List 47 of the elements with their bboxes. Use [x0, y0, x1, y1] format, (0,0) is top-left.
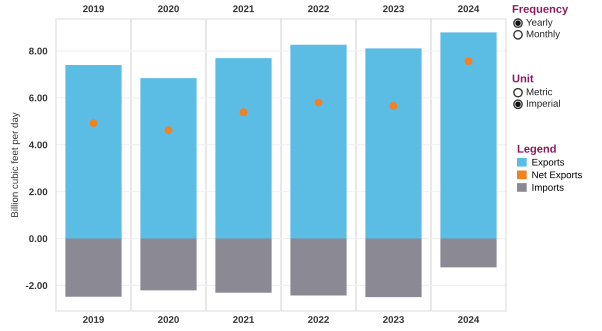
x-tick-label: 2023 — [383, 316, 404, 324]
category-label: 2019 — [83, 5, 104, 12]
bar — [440, 32, 497, 239]
category-label: 2021 — [233, 5, 254, 12]
bar — [140, 78, 197, 239]
point — [90, 119, 98, 128]
legend-title: Legend — [518, 144, 556, 155]
legend-label: Exports — [532, 158, 564, 168]
y-tick-label: 4.00 — [28, 141, 48, 148]
y-tick-label: -2.00 — [26, 282, 48, 290]
legend-label: Imports — [532, 184, 564, 193]
x-tick-label: 2024 — [458, 316, 480, 323]
point — [464, 57, 472, 66]
category-label: 2024 — [458, 5, 480, 12]
y-tick-label: 2.00 — [29, 188, 48, 196]
x-tick-label: 2019 — [83, 316, 104, 323]
text: Imperial — [526, 100, 560, 109]
x-tick-label: 2020 — [158, 316, 179, 323]
text: Monthly — [526, 30, 560, 40]
category-label: 2022 — [308, 5, 329, 12]
category-label: 2020 — [158, 5, 179, 12]
bar — [140, 238, 197, 290]
bar — [290, 238, 347, 296]
text: Metric — [526, 88, 552, 96]
legend-label: Net Exports — [532, 171, 582, 180]
y-axis-title: Billion cubic feet per day — [10, 112, 20, 217]
text: Frequency — [512, 5, 568, 16]
point — [240, 108, 248, 116]
text: Unit — [512, 74, 534, 82]
y-tick-label: 6.00 — [29, 94, 48, 102]
x-tick-label: 2021 — [233, 316, 254, 323]
text: Yearly — [526, 18, 553, 28]
point — [314, 98, 322, 106]
bar — [215, 58, 272, 239]
y-tick-label: 8.00 — [29, 48, 48, 55]
bar — [365, 48, 422, 239]
category-label: 2023 — [383, 5, 404, 12]
bar — [440, 238, 497, 268]
bar — [65, 238, 122, 297]
x-tick-label: 2022 — [308, 316, 329, 323]
bar — [215, 238, 272, 293]
bar — [290, 44, 347, 239]
point — [390, 102, 398, 110]
y-tick-label: 0.00 — [29, 235, 48, 242]
point — [164, 126, 172, 134]
bar — [365, 238, 422, 298]
bar — [65, 64, 122, 239]
